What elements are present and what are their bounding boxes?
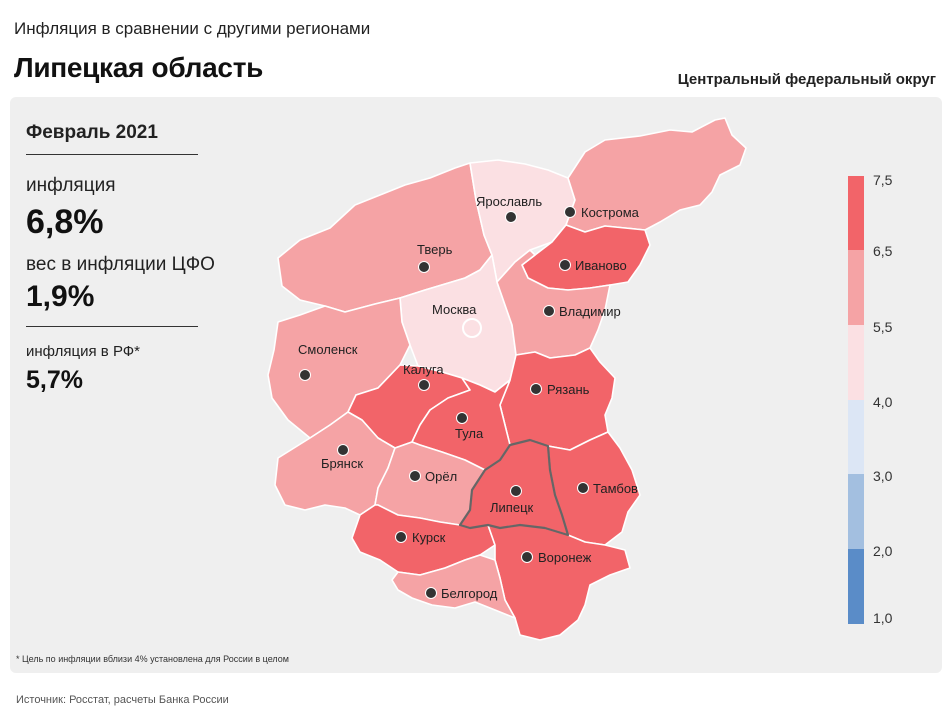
city-dot-kostroma — [564, 206, 576, 218]
city-label-bryansk: Брянск — [321, 456, 363, 471]
city-dot-belgorod — [425, 587, 437, 599]
rf-inflation-label: инфляция в РФ* — [26, 343, 141, 360]
city-dot-vladimir — [543, 305, 555, 317]
page-subtitle: Инфляция в сравнении с другими регионами — [14, 19, 371, 38]
city-label-moscow: Москва — [432, 302, 477, 317]
legend-bin-5-5-6-5 — [848, 250, 864, 325]
city-label-kostroma: Кострома — [581, 205, 640, 220]
city-dot-bryansk — [337, 444, 349, 456]
region-belgorod[interactable] — [391, 554, 516, 619]
city-label-kaluga: Калуга — [403, 362, 444, 377]
inflation-label: инфляция — [26, 175, 116, 196]
city-dot-lipetsk — [510, 485, 522, 497]
inflation-value: 6,8% — [26, 203, 104, 241]
region-ryazan[interactable] — [499, 347, 616, 451]
city-dot-ryazan — [530, 383, 542, 395]
city-dot-tver — [418, 261, 430, 273]
city-dot-tambov — [577, 482, 589, 494]
legend-bin-3-0-4-0 — [848, 400, 864, 474]
city-label-ivanovo: Иваново — [575, 258, 627, 273]
city-label-voronezh: Воронеж — [538, 550, 592, 565]
city-dot-yaroslavl — [505, 211, 517, 223]
district-label: Центральный федеральный округ — [677, 71, 936, 88]
legend-bin-2-0-3-0 — [848, 474, 864, 549]
footnote: * Цель по инфляции вблизи 4% установлена… — [16, 654, 289, 664]
city-dot-ivanovo — [559, 259, 571, 271]
legend-tick-2-0: 2,0 — [873, 543, 893, 559]
city-dot-orel — [409, 470, 421, 482]
legend-bin-1-0-2-0 — [848, 549, 864, 624]
legend-tick-5-5: 5,5 — [873, 319, 893, 335]
source-note: Источник: Росстат, расчеты Банка России — [16, 694, 229, 706]
city-label-vladimir: Владимир — [559, 304, 621, 319]
legend-tick-4-0: 4,0 — [873, 394, 893, 410]
legend: 7,5 6,5 5,5 4,0 3,0 2,0 1,0 — [848, 172, 893, 626]
city-label-tver: Тверь — [417, 242, 453, 257]
city-label-smolensk: Смоленск — [298, 342, 358, 357]
city-label-lipetsk: Липецк — [490, 500, 534, 515]
city-label-ryazan: Рязань — [547, 382, 590, 397]
weight-value: 1,9% — [26, 280, 95, 313]
page-title: Липецкая область — [14, 52, 264, 83]
city-label-kursk: Курск — [412, 530, 446, 545]
city-label-tula: Тула — [455, 426, 484, 441]
city-dot-voronezh — [521, 551, 533, 563]
rf-inflation-value: 5,7% — [26, 366, 83, 394]
city-label-belgorod: Белгород — [441, 586, 498, 601]
city-label-tambov: Тамбов — [593, 481, 638, 496]
period-label: Февраль 2021 — [26, 122, 198, 155]
info-separator — [26, 326, 198, 327]
legend-tick-3-0: 3,0 — [873, 468, 893, 484]
legend-tick-1-0: 1,0 — [873, 610, 893, 626]
legend-bin-6-5-7-5 — [848, 176, 864, 250]
city-label-orel: Орёл — [425, 469, 457, 484]
legend-tick-7-5: 7,5 — [873, 172, 893, 188]
city-dot-kursk — [395, 531, 407, 543]
city-label-yaroslavl: Ярославль — [476, 194, 542, 209]
lipetsk-highlight-outline — [458, 438, 570, 537]
city-dot-smolensk — [299, 369, 311, 381]
info-panel: Февраль 2021 инфляция 6,8% вес в инфляци… — [26, 122, 215, 395]
city-dot-kaluga — [418, 379, 430, 391]
moscow-city-ring — [462, 318, 482, 338]
city-dot-tula — [456, 412, 468, 424]
legend-tick-6-5: 6,5 — [873, 243, 893, 259]
legend-bin-4-0-5-5 — [848, 325, 864, 400]
weight-label: вес в инфляции ЦФО — [26, 254, 215, 275]
